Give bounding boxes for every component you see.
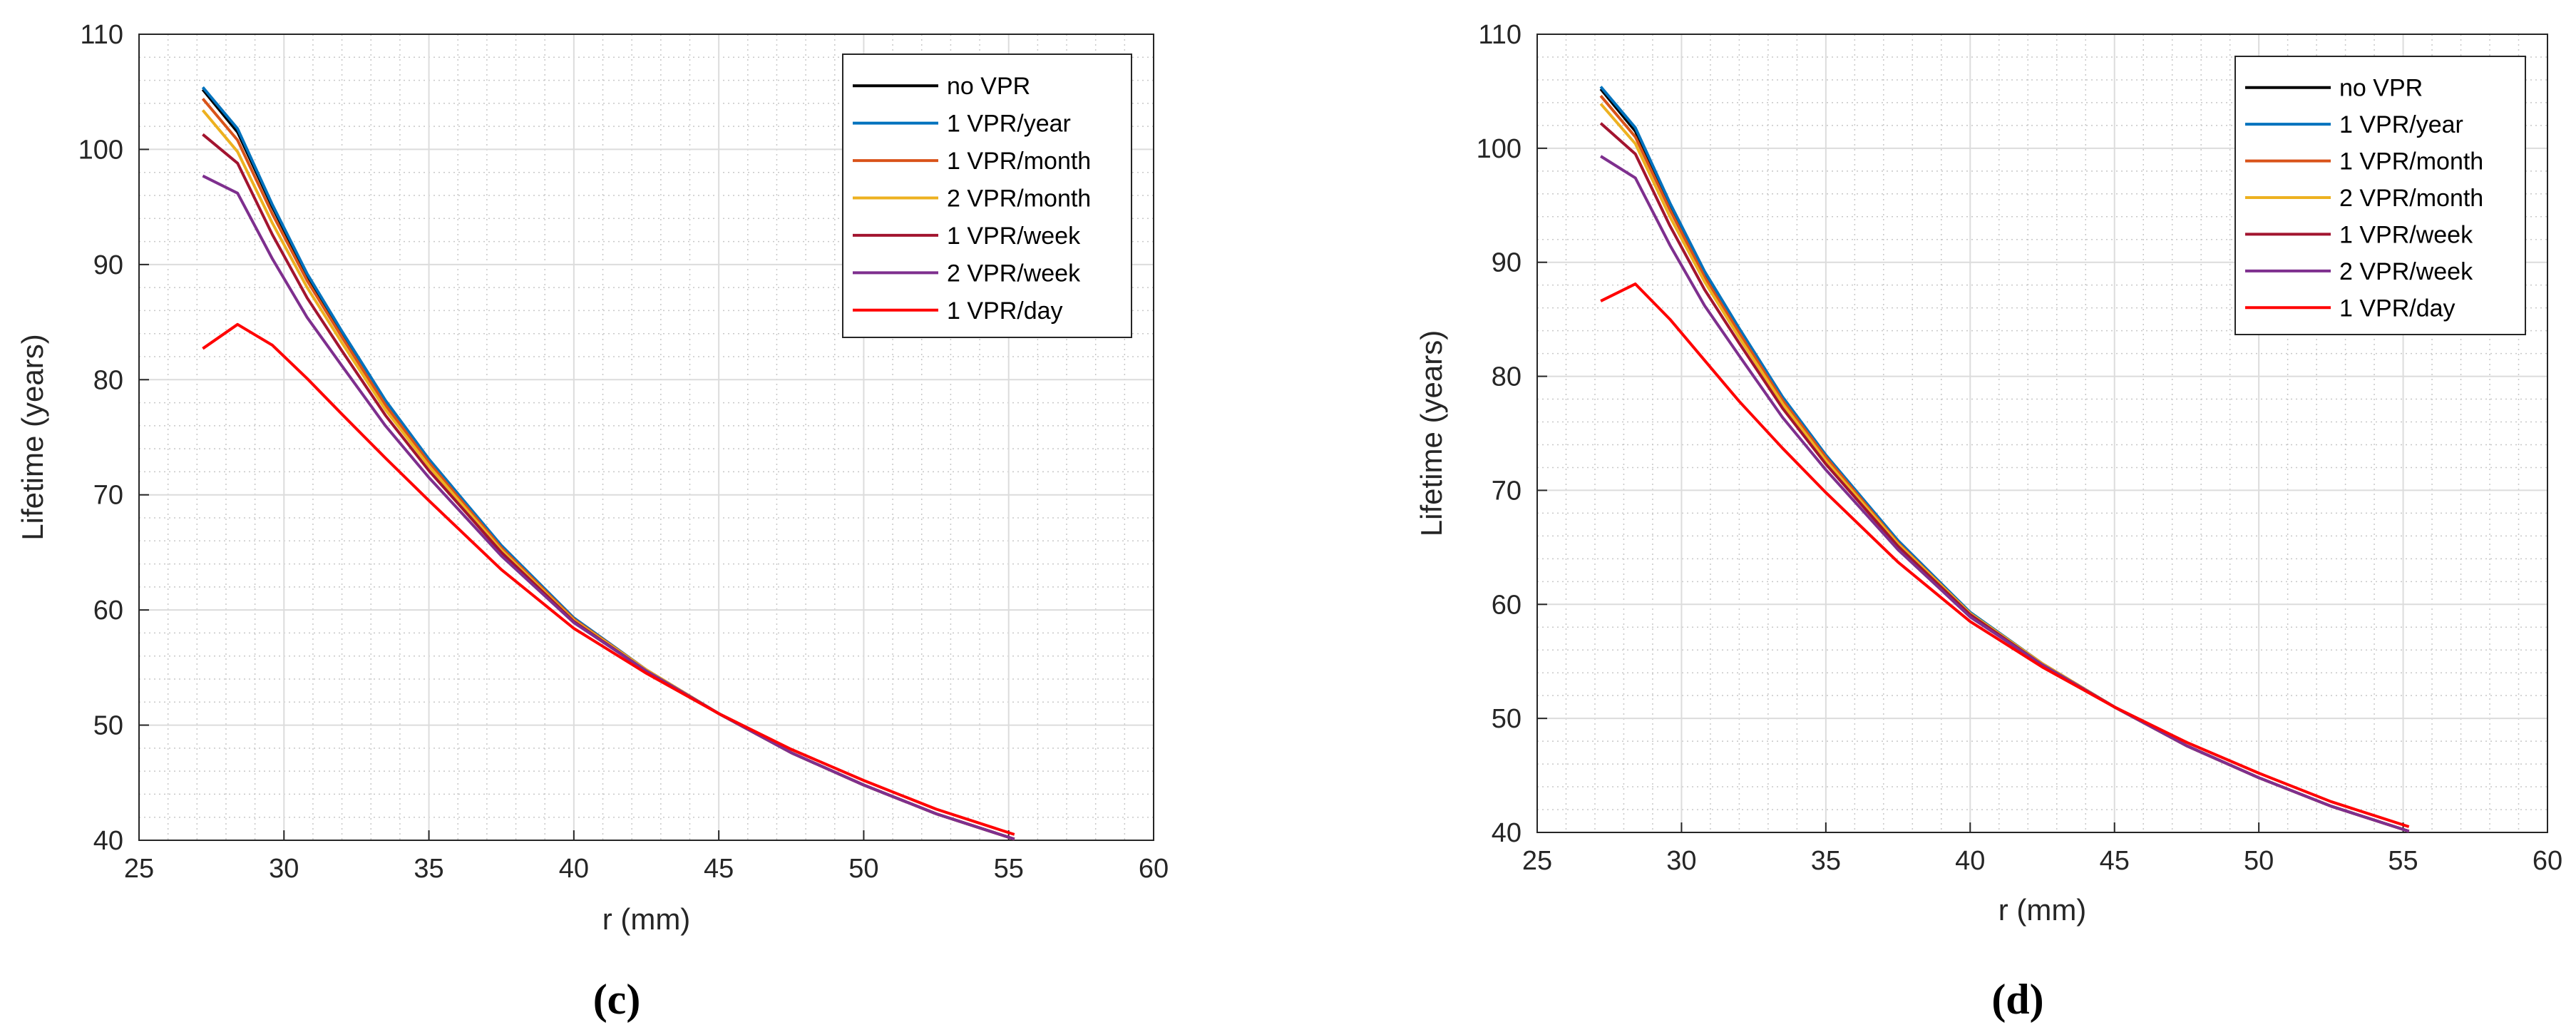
axes-frame <box>138 34 1154 841</box>
y-axis-label: Lifetime (years) <box>16 334 49 540</box>
x-tick-label: 50 <box>2244 846 2274 876</box>
series-line-5 <box>1600 155 2410 833</box>
legend-label-2: 1 VPR/month <box>947 148 1091 175</box>
legend: no VPR 1 VPR/year 1 VPR/month 2 VPR/month 1 … <box>2234 56 2526 335</box>
legend-label-2: 1 VPR/month <box>2339 148 2483 175</box>
x-tick-label: 35 <box>1811 846 1841 876</box>
y-axis-label: Lifetime (years) <box>1415 330 1448 536</box>
legend-label-0: no VPR <box>2339 75 2423 102</box>
y-tick-label: 110 <box>80 20 123 50</box>
panel-label: (d) <box>1991 976 2043 1023</box>
y-tick-label: 90 <box>93 250 123 280</box>
x-tick-label: 55 <box>2388 846 2418 876</box>
y-tick-label: 40 <box>1492 818 1522 848</box>
x-tick-label: 25 <box>1522 846 1552 876</box>
x-tick-label: 40 <box>1955 846 1985 876</box>
y-tick-label: 50 <box>1492 704 1522 734</box>
series-line-6 <box>202 322 1015 836</box>
x-tick-label: 25 <box>124 854 154 884</box>
axes-frame <box>1536 34 2548 833</box>
y-tick-label: 70 <box>1492 476 1522 506</box>
y-tick-label: 50 <box>93 711 123 741</box>
x-tick-label: 30 <box>269 854 299 884</box>
legend-label-4: 1 VPR/week <box>947 223 1081 250</box>
y-tick-label: 80 <box>1492 362 1522 392</box>
legend-box <box>2234 56 2526 335</box>
x-tick-label: 45 <box>704 854 734 884</box>
x-tick-label: 55 <box>994 854 1024 884</box>
legend-label-5: 2 VPR/week <box>947 260 1081 287</box>
legend-label-0: no VPR <box>947 73 1030 100</box>
legend-label-3: 2 VPR/month <box>2339 185 2483 212</box>
y-tick-label: 70 <box>93 481 123 511</box>
legend-label-6: 1 VPR/day <box>2339 295 2456 322</box>
x-tick-label: 35 <box>414 854 443 884</box>
y-tick-label: 100 <box>1477 134 1522 164</box>
y-tick-label: 60 <box>1492 590 1522 620</box>
x-tick-label: 45 <box>2100 846 2130 876</box>
y-tick-label: 100 <box>78 135 123 165</box>
lifetime-chart-d: 25 30 35 40 45 50 55 60 40 50 60 70 80 90 100 110 r (mm)… <box>1415 20 2562 1023</box>
y-tick-label: 80 <box>93 365 123 395</box>
y-tick-label: 90 <box>1492 248 1522 278</box>
legend-label-4: 1 VPR/week <box>2339 221 2473 248</box>
y-tick-label: 110 <box>1478 20 1522 50</box>
legend: no VPR 1 VPR/year 1 VPR/month 2 VPR/month 1 … <box>842 53 1132 338</box>
legend-label-6: 1 VPR/day <box>947 297 1063 325</box>
x-tick-label: 40 <box>559 854 589 884</box>
lifetime-chart-c: 25 30 35 40 45 50 55 60 40 50 60 70 80 90 100 110 r (mm)… <box>16 20 1169 1023</box>
x-tick-label: 50 <box>848 854 878 884</box>
x-axis-label: r (mm) <box>1998 893 2087 927</box>
x-tick-label: 60 <box>1139 854 1169 884</box>
legend-label-3: 2 VPR/month <box>947 185 1091 213</box>
legend-label-5: 2 VPR/week <box>2339 258 2473 285</box>
x-tick-label: 60 <box>2533 846 2562 876</box>
legend-label-1: 1 VPR/year <box>2339 111 2463 138</box>
series-line-6 <box>1600 282 2410 828</box>
series-line-5 <box>202 174 1015 841</box>
panel-label: (c) <box>593 976 641 1023</box>
x-axis-label: r (mm) <box>602 902 691 936</box>
legend-label-1: 1 VPR/year <box>947 111 1071 138</box>
legend-box <box>842 53 1132 338</box>
y-tick-label: 40 <box>93 826 123 856</box>
x-tick-label: 30 <box>1666 846 1696 876</box>
y-tick-label: 60 <box>93 596 123 626</box>
